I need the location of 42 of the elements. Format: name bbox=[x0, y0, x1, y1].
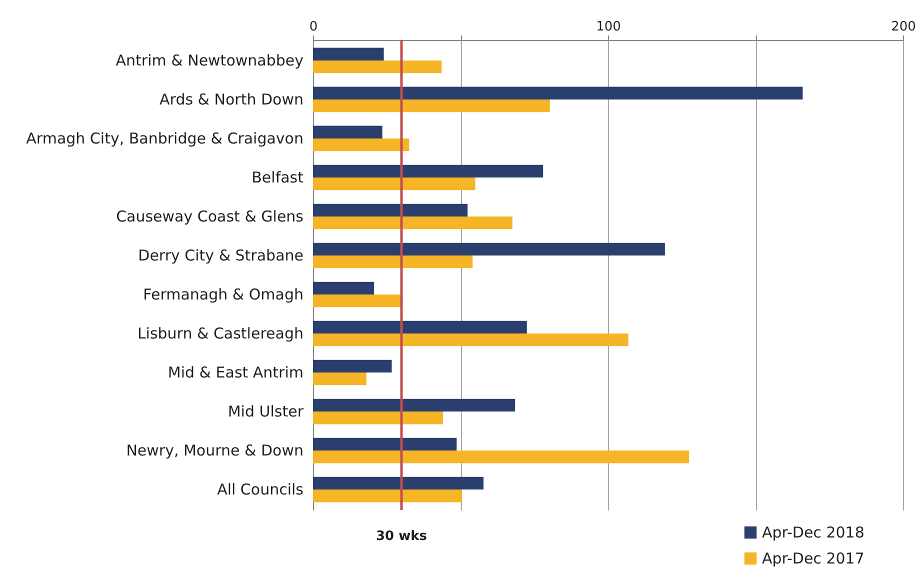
bar bbox=[313, 126, 382, 138]
bar bbox=[313, 86, 803, 100]
bar bbox=[313, 242, 665, 256]
bar bbox=[313, 48, 384, 60]
y-tick-label: Newry, Mourne & Down bbox=[126, 442, 304, 460]
y-tick-label: Ards & North Down bbox=[160, 90, 304, 108]
bar bbox=[313, 256, 473, 268]
bar bbox=[313, 372, 366, 386]
y-tick-label: Fermanagh & Omagh bbox=[143, 286, 304, 304]
x-tick-label: 100 bbox=[596, 20, 621, 34]
y-tick-label: Armagh City, Banbridge & Craigavon bbox=[26, 129, 304, 148]
bar bbox=[313, 282, 374, 294]
bar bbox=[313, 450, 690, 464]
y-tick-label: Mid Ulster bbox=[228, 402, 304, 421]
x-tick-label: 200 bbox=[891, 20, 916, 34]
bar bbox=[313, 476, 484, 490]
bar bbox=[313, 334, 628, 346]
legend-label: Apr-Dec 2018 bbox=[762, 524, 864, 542]
bar bbox=[313, 398, 516, 412]
bar bbox=[313, 99, 550, 112]
bar bbox=[313, 360, 392, 373]
bar bbox=[313, 216, 512, 230]
y-tick-label: Belfast bbox=[252, 168, 304, 186]
bar bbox=[313, 138, 410, 152]
bar bbox=[313, 320, 527, 334]
legend-label: Apr-Dec 2017 bbox=[762, 550, 864, 567]
y-tick-label: All Councils bbox=[217, 480, 304, 499]
bar bbox=[313, 294, 401, 308]
bar bbox=[313, 490, 462, 502]
bar bbox=[313, 164, 544, 178]
bar bbox=[313, 60, 442, 74]
y-tick-label: Derry City & Strabane bbox=[138, 246, 304, 264]
bar bbox=[313, 412, 444, 424]
y-tick-label: Causeway Coast & Glens bbox=[116, 207, 304, 226]
bar bbox=[313, 438, 457, 451]
x-tick-label: 0 bbox=[309, 20, 318, 34]
bar bbox=[313, 177, 476, 190]
y-tick-label: Antrim & Newtownabbey bbox=[116, 51, 304, 70]
y-tick-label: Mid & East Antrim bbox=[168, 364, 304, 382]
y-tick-label: Lisburn & Castlereagh bbox=[137, 324, 304, 343]
ref-line-label: 30 wks bbox=[376, 529, 428, 544]
bar bbox=[313, 204, 468, 216]
